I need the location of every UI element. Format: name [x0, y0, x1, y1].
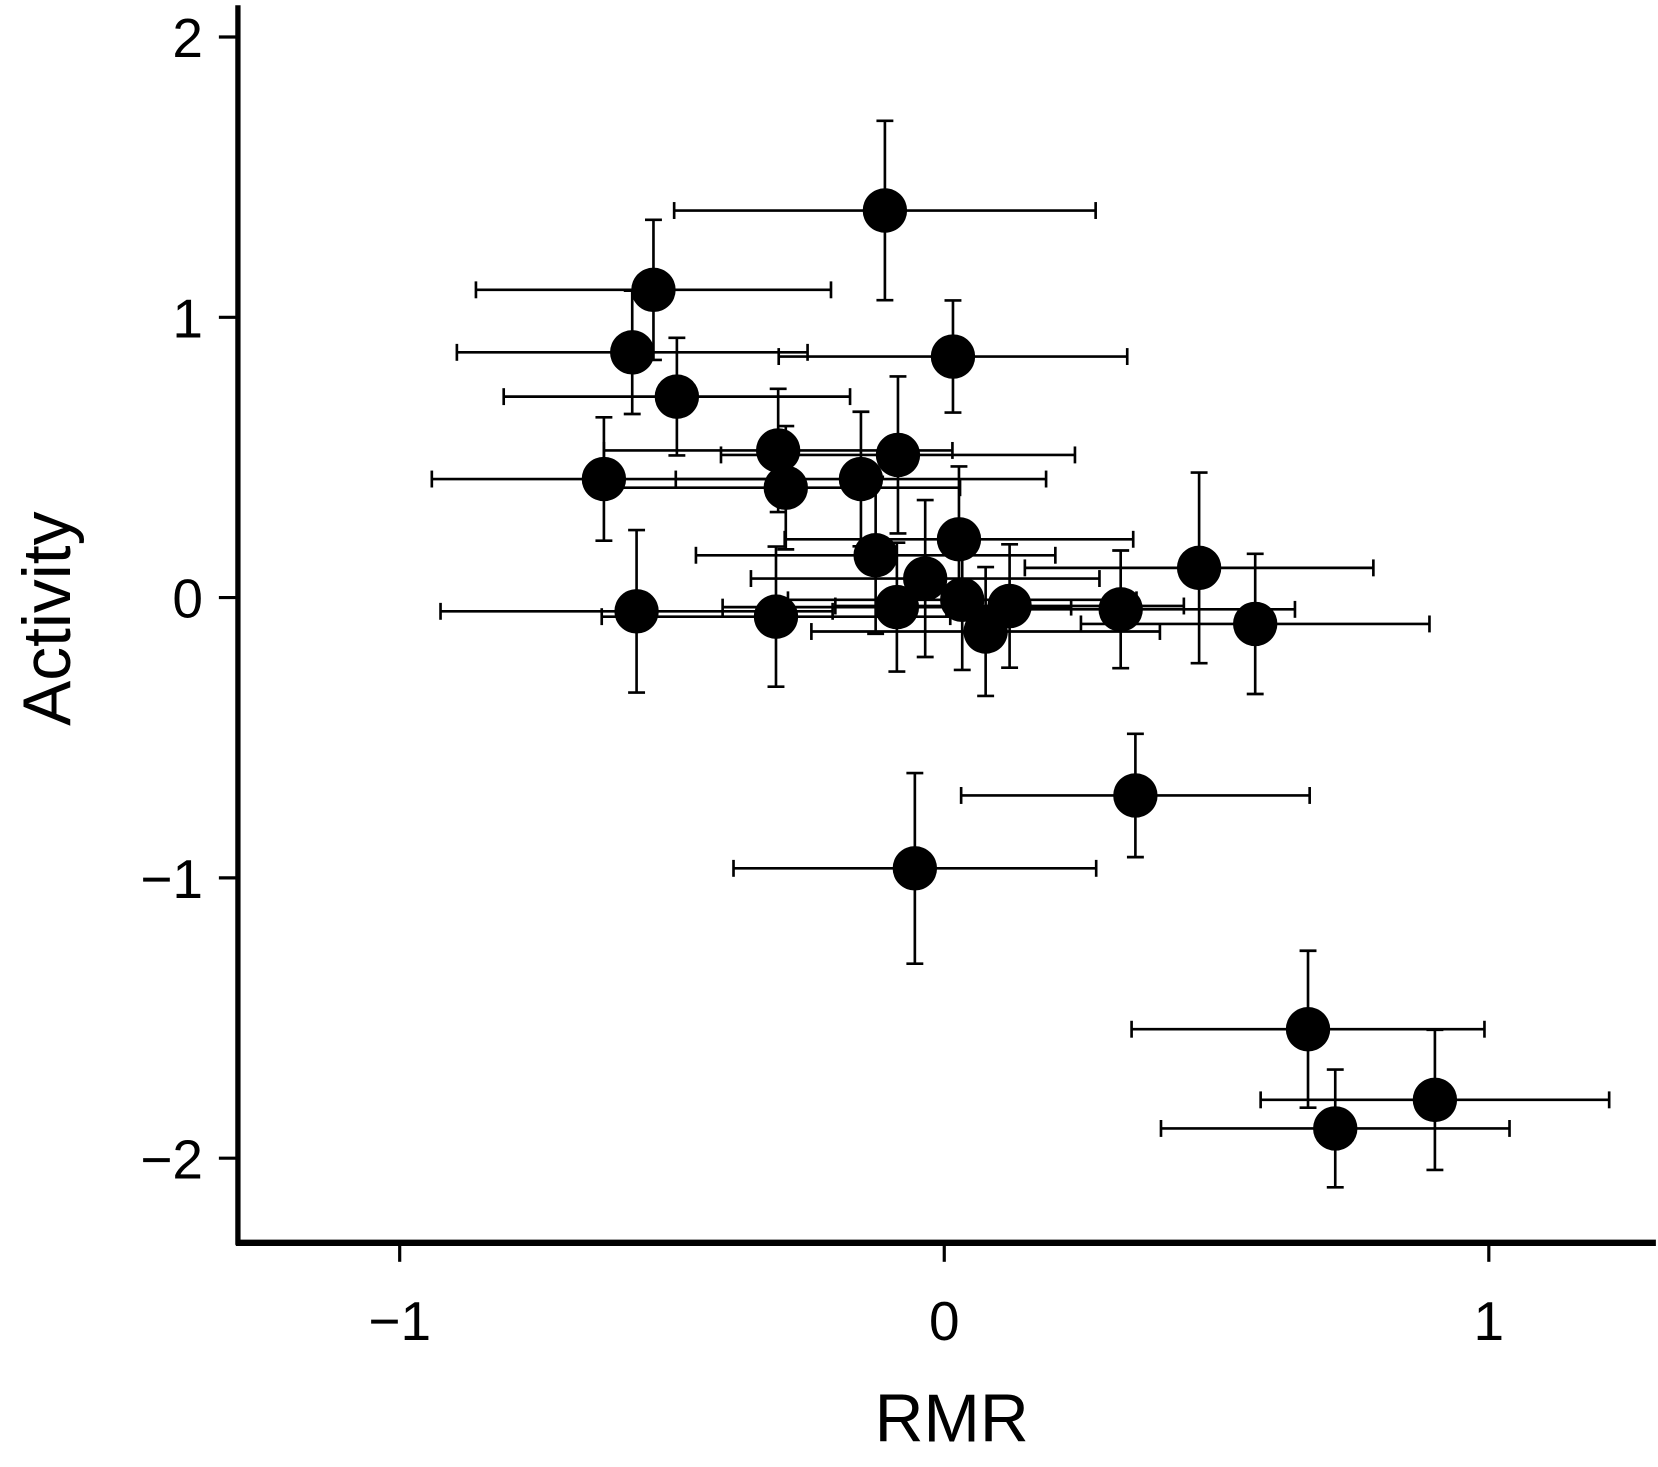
- y-tick-label: 1: [172, 287, 203, 349]
- data-point-group: [1259, 1028, 1611, 1172]
- axes: [235, 5, 1656, 1246]
- data-point: [987, 583, 1032, 629]
- data-marks: [430, 119, 1611, 1189]
- data-point-group: [732, 771, 1098, 965]
- data-point-group: [672, 119, 1097, 302]
- data-point-group: [1130, 949, 1486, 1110]
- data-point-group: [810, 565, 1162, 698]
- data-point-group: [1159, 1068, 1511, 1189]
- data-point: [614, 589, 659, 634]
- y-tick-label: 0: [172, 568, 203, 630]
- data-point-group: [719, 375, 1077, 535]
- data-point: [1232, 601, 1278, 647]
- data-point: [763, 465, 808, 510]
- data-point: [1098, 587, 1143, 632]
- data-point-group: [777, 299, 1129, 414]
- y-tick-label: −1: [140, 848, 203, 910]
- x-axis-label: RMR: [875, 1382, 1029, 1457]
- data-point: [875, 432, 921, 478]
- data-point-group: [945, 549, 1297, 670]
- data-point: [940, 577, 985, 623]
- data-point-group: [674, 410, 1048, 548]
- data-point-group: [1023, 471, 1375, 665]
- data-point: [581, 456, 627, 502]
- data-point-group: [502, 336, 852, 457]
- data-point: [892, 846, 938, 891]
- data-point-group: [455, 289, 809, 416]
- data-point: [853, 533, 898, 578]
- y-axis-label: Activity: [10, 511, 85, 726]
- data-point: [755, 428, 801, 473]
- data-point-group: [474, 218, 833, 362]
- data-point: [936, 517, 982, 562]
- data-point-group: [1079, 552, 1431, 696]
- data-point-group: [959, 732, 1311, 859]
- x-tick-label: −1: [368, 1290, 431, 1352]
- data-point-group: [749, 498, 1101, 659]
- data-point: [1113, 773, 1158, 818]
- data-point: [631, 267, 676, 313]
- data-point: [862, 188, 908, 233]
- data-point: [838, 456, 884, 502]
- data-point: [1176, 545, 1222, 591]
- data-point: [654, 374, 700, 419]
- ticks: −1 0 1 −2 −1 0 1 2: [140, 7, 1504, 1352]
- data-point: [1285, 1007, 1331, 1052]
- data-point: [902, 556, 948, 601]
- data-point-group: [786, 528, 1138, 672]
- data-point-group: [834, 543, 1186, 669]
- x-tick-label: 0: [929, 1290, 960, 1352]
- y-tick-label: −2: [140, 1128, 203, 1190]
- data-point: [1313, 1106, 1358, 1151]
- data-point: [1412, 1077, 1458, 1123]
- x-tick-label: 1: [1474, 1290, 1505, 1352]
- y-tick-label: 2: [172, 7, 203, 69]
- data-point: [930, 334, 976, 379]
- data-point: [610, 330, 655, 375]
